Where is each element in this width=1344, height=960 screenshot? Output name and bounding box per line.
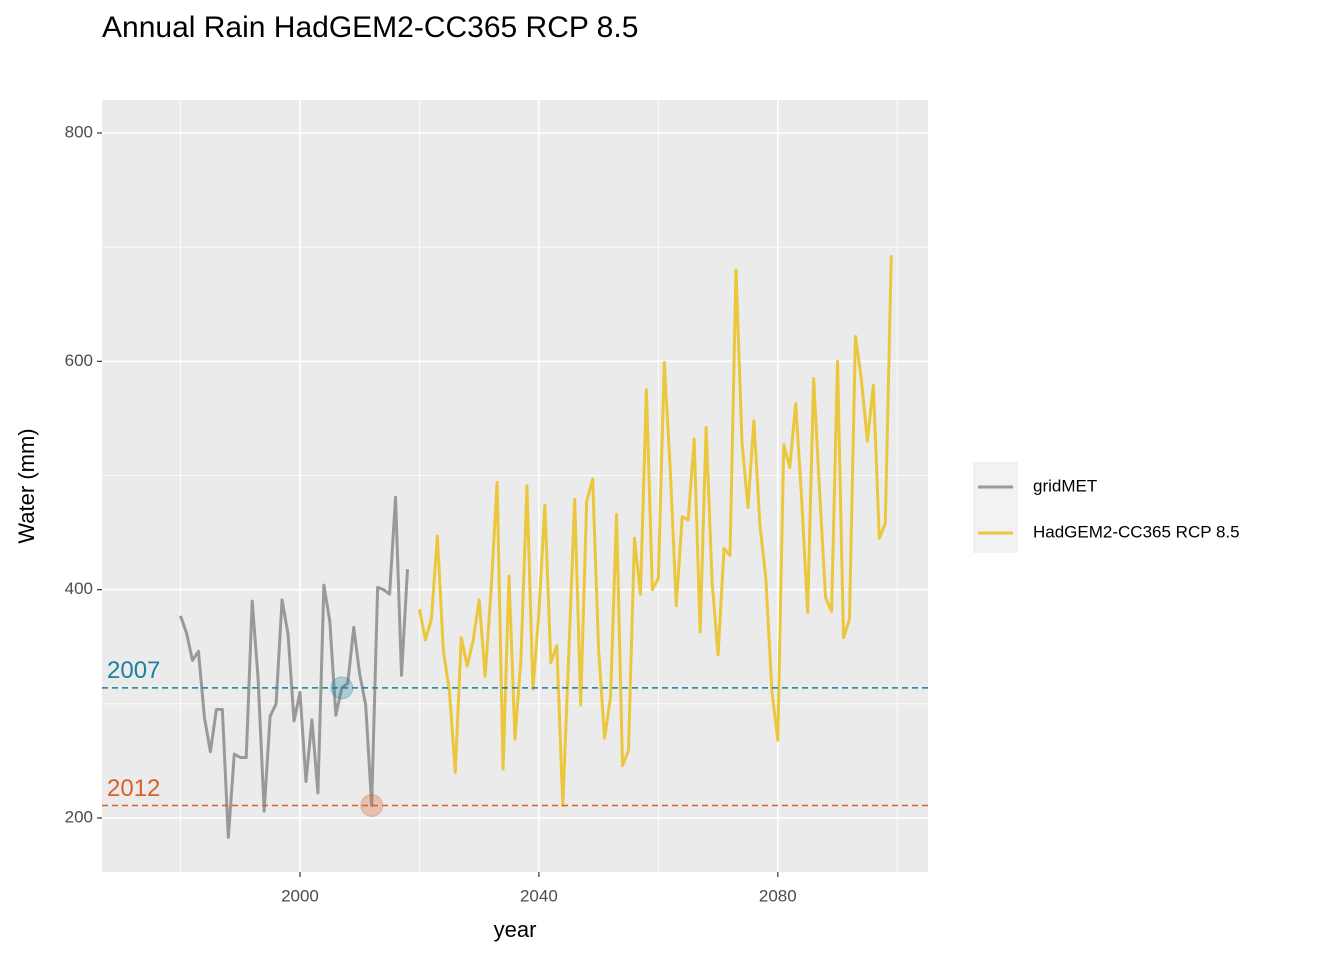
y-tick-label: 600 <box>65 351 93 370</box>
x-tick-label: 2080 <box>759 886 797 905</box>
reference-point <box>360 793 384 817</box>
x-tick-label: 2040 <box>520 886 558 905</box>
reference-label: 2012 <box>107 775 160 802</box>
series-line <box>179 495 409 839</box>
plot-panel <box>102 100 928 872</box>
x-axis-title: year <box>494 917 537 942</box>
reference-point <box>330 676 354 700</box>
y-tick-label: 200 <box>65 807 93 826</box>
y-axis-title: Water (mm) <box>14 428 39 543</box>
chart-title: Annual Rain HadGEM2-CC365 RCP 8.5 <box>102 11 639 44</box>
y-tick-label: 400 <box>65 579 93 598</box>
series-line <box>417 255 893 807</box>
legend-label: HadGEM2-CC365 RCP 8.5 <box>1033 522 1240 541</box>
reference-label: 2007 <box>107 657 160 684</box>
y-tick-label: 800 <box>65 122 93 141</box>
x-tick-label: 2000 <box>281 886 319 905</box>
legend-key-bg <box>973 462 1018 553</box>
legend-label: gridMET <box>1033 476 1097 495</box>
